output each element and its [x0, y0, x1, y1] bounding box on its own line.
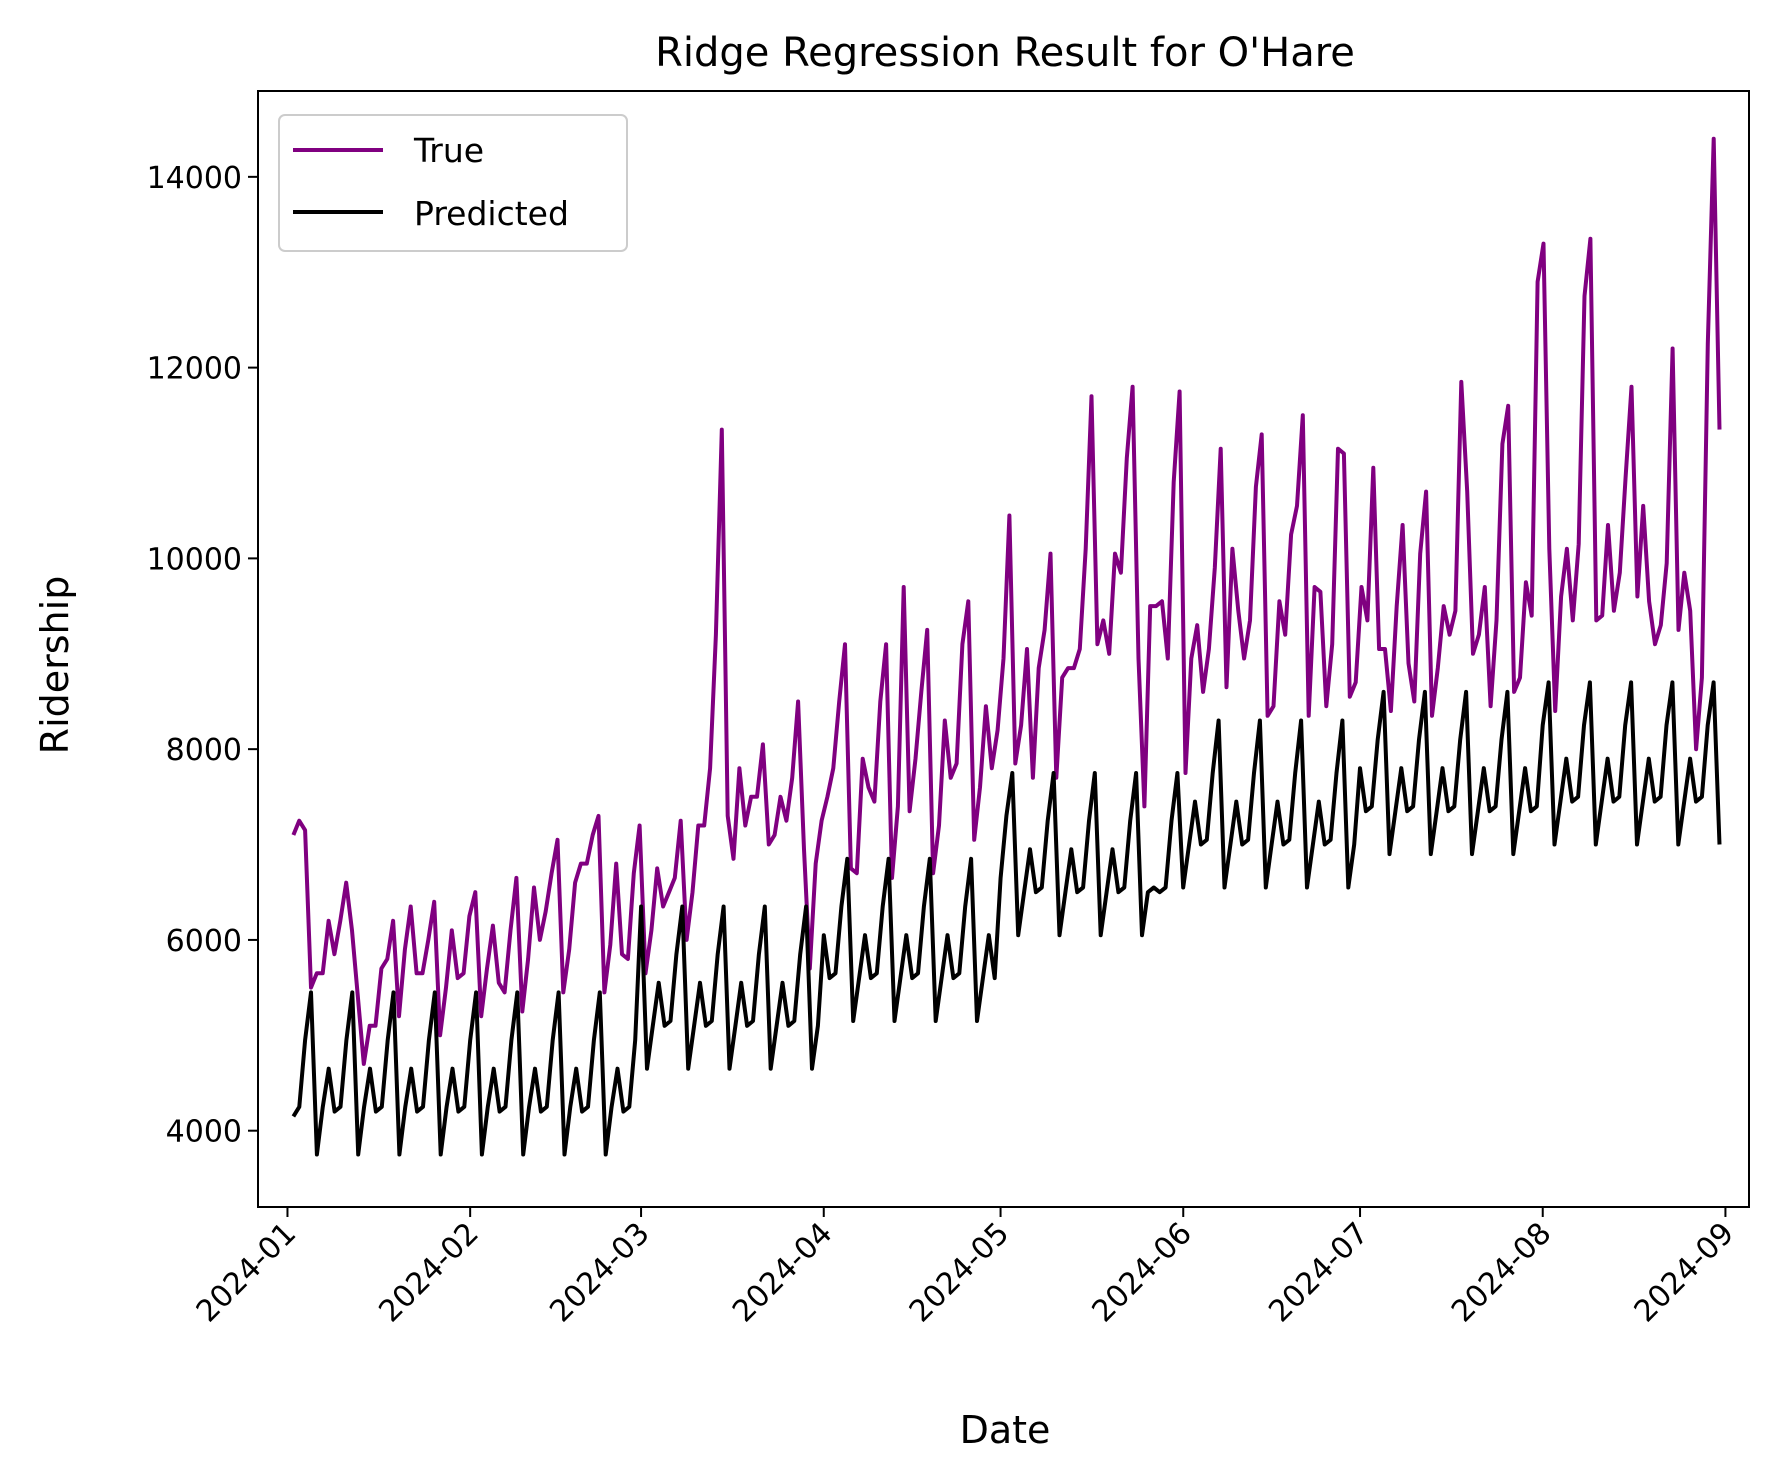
y-tick-label: 4000 — [166, 1115, 242, 1150]
legend-label-predicted: Predicted — [414, 194, 569, 233]
series-line-predicted — [291, 680, 1722, 1157]
plot-frame — [257, 90, 1750, 1208]
chart-title: Ridge Regression Result for O'Hare — [655, 30, 1355, 76]
y-tick-label: 6000 — [166, 924, 242, 959]
y-tick-label: 12000 — [147, 352, 242, 387]
y-tick-label: 14000 — [147, 161, 242, 196]
series-layer — [291, 136, 1722, 1157]
y-axis-label: Ridership — [33, 576, 77, 755]
legend-label-true: True — [413, 131, 484, 170]
y-tick-label: 10000 — [147, 542, 242, 577]
x-axis-label: Date — [960, 1408, 1051, 1452]
legend: True Predicted — [278, 114, 628, 252]
y-tick-label: 8000 — [166, 733, 242, 768]
series-line-true — [291, 136, 1722, 1066]
y-axis: 4000 6000 8000 10000 12000 14000 — [147, 161, 258, 1150]
